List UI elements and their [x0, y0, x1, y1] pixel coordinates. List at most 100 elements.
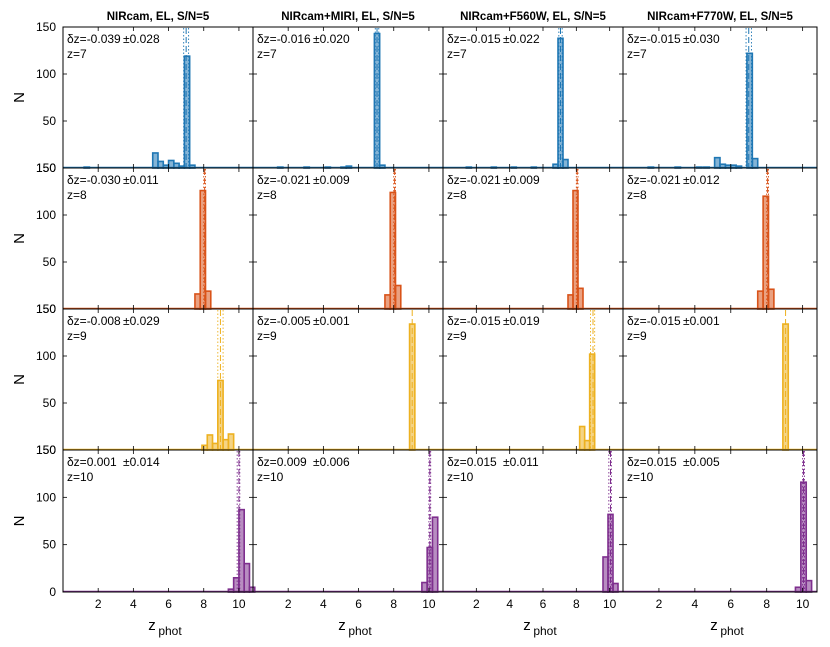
y-tick-label: 100	[36, 349, 56, 363]
sigma-label: ±0.001	[313, 314, 350, 328]
redshift-label: z=10	[67, 470, 94, 484]
x-tick-label: 2	[473, 597, 480, 611]
sigma-label: ±0.009	[503, 173, 540, 187]
x-axis-label: z	[710, 617, 718, 634]
redshift-label: z=10	[447, 470, 474, 484]
delta-z-label: δz=-0.015	[627, 32, 681, 46]
x-tick-label: 2	[285, 597, 292, 611]
x-axis-label: z	[148, 617, 156, 634]
x-tick-label: 2	[656, 597, 663, 611]
y-tick-label: 150	[36, 443, 56, 457]
labels: δz=-0.039 ±0.028 z=7 NIRcam, EL, S/N=5 δz=-0…	[36, 11, 810, 638]
x-tick-label: 8	[200, 597, 207, 611]
sigma-label: ±0.006	[313, 455, 350, 469]
histogram-median-lines	[63, 28, 817, 593]
panel-frame	[62, 167, 254, 310]
sigma-label: ±0.029	[123, 314, 160, 328]
delta-z-label: δz=0.015	[447, 455, 497, 469]
x-tick-label: 4	[692, 597, 699, 611]
column-title: NIRcam, EL, S/N=5	[107, 11, 210, 23]
delta-z-label: δz=-0.008	[67, 314, 121, 328]
x-tick-label: 2	[95, 597, 102, 611]
redshift-label: z=10	[627, 470, 654, 484]
x-tick-label: 4	[506, 597, 513, 611]
x-tick-label: 8	[763, 597, 770, 611]
x-tick-label: 10	[422, 597, 436, 611]
delta-z-label: δz=-0.021	[627, 173, 681, 187]
delta-z-label: δz=-0.015	[447, 314, 501, 328]
histogram-bar	[227, 433, 235, 451]
histogram-bar	[751, 157, 759, 169]
delta-z-label: δz=-0.015	[627, 314, 681, 328]
delta-z-label: δz=-0.016	[257, 32, 311, 46]
y-tick-label: 150	[36, 302, 56, 316]
histogram-bar	[805, 579, 813, 593]
histogram-bar	[756, 290, 764, 310]
x-tick-label: 4	[320, 597, 327, 611]
delta-z-label: δz=-0.021	[257, 173, 311, 187]
x-axis-label-subscript: phot	[348, 624, 372, 638]
histogram-bar	[204, 290, 212, 310]
panel-frame	[252, 167, 444, 310]
delta-z-label: δz=0.009	[257, 455, 307, 469]
histogram-bar	[577, 287, 584, 310]
redshift-label: z=10	[257, 470, 284, 484]
delta-z-label: δz=-0.021	[447, 173, 501, 187]
redshift-label: z=7	[67, 47, 87, 61]
sigma-label: ±0.001	[683, 314, 720, 328]
sigma-label: ±0.012	[683, 173, 720, 187]
panel-frame	[622, 26, 818, 169]
x-axis-label: z	[338, 617, 346, 634]
y-axis-label-row-1: N	[11, 92, 28, 103]
histogram-bar	[394, 284, 402, 310]
x-tick-label: 6	[727, 597, 734, 611]
x-axis-label-subscript: phot	[533, 624, 557, 638]
delta-z-label: δz=0.015	[627, 455, 677, 469]
redshift-label: z=9	[257, 329, 277, 343]
y-tick-label: 150	[36, 161, 56, 175]
x-axis-label-subscript: phot	[158, 624, 182, 638]
redshift-label: z=9	[627, 329, 647, 343]
histogram-bar	[767, 288, 775, 310]
redshift-label: z=7	[447, 47, 467, 61]
sigma-label: ±0.011	[503, 455, 539, 469]
delta-z-label: δz=-0.039	[67, 32, 121, 46]
y-tick-label: 150	[36, 161, 56, 175]
delta-z-label: δz=-0.030	[67, 173, 121, 187]
panel-frame	[622, 167, 818, 310]
y-axis-label-row-3: N	[11, 374, 28, 385]
axes-frames	[62, 26, 818, 593]
y-tick-label: 150	[36, 302, 56, 316]
sigma-label: ±0.011	[123, 173, 159, 187]
x-axis-label: z	[523, 617, 531, 634]
redshift-label: z=9	[447, 329, 467, 343]
histogram-bar	[713, 156, 721, 169]
sigma-label: ±0.009	[313, 173, 350, 187]
column-title: NIRcam+F770W, EL, S/N=5	[647, 11, 793, 23]
sigma-label: ±0.005	[683, 455, 720, 469]
y-tick-label: 100	[36, 490, 56, 504]
redshift-label: z=8	[447, 188, 467, 202]
sigma-label: ±0.020	[313, 32, 350, 46]
panel-frame	[62, 308, 254, 451]
sigma-label: ±0.022	[503, 32, 540, 46]
delta-z-label: δz=-0.005	[257, 314, 311, 328]
panel-frame	[442, 308, 624, 451]
y-tick-label: 100	[36, 67, 56, 81]
x-tick-label: 10	[603, 597, 617, 611]
delta-z-label: δz=0.001	[67, 455, 117, 469]
redshift-label: z=8	[257, 188, 277, 202]
y-tick-label: 150	[36, 443, 56, 457]
x-tick-label: 6	[540, 597, 547, 611]
y-tick-label: 50	[43, 396, 57, 410]
panel-frame	[442, 26, 624, 169]
panel-frame	[622, 449, 818, 593]
x-tick-label: 10	[232, 597, 246, 611]
redshift-label: z=8	[627, 188, 647, 202]
y-tick-label: 150	[36, 20, 56, 34]
y-tick-label: 50	[43, 538, 57, 552]
histogram-bar	[431, 516, 439, 593]
x-tick-label: 8	[573, 597, 580, 611]
y-tick-label: 100	[36, 208, 56, 222]
